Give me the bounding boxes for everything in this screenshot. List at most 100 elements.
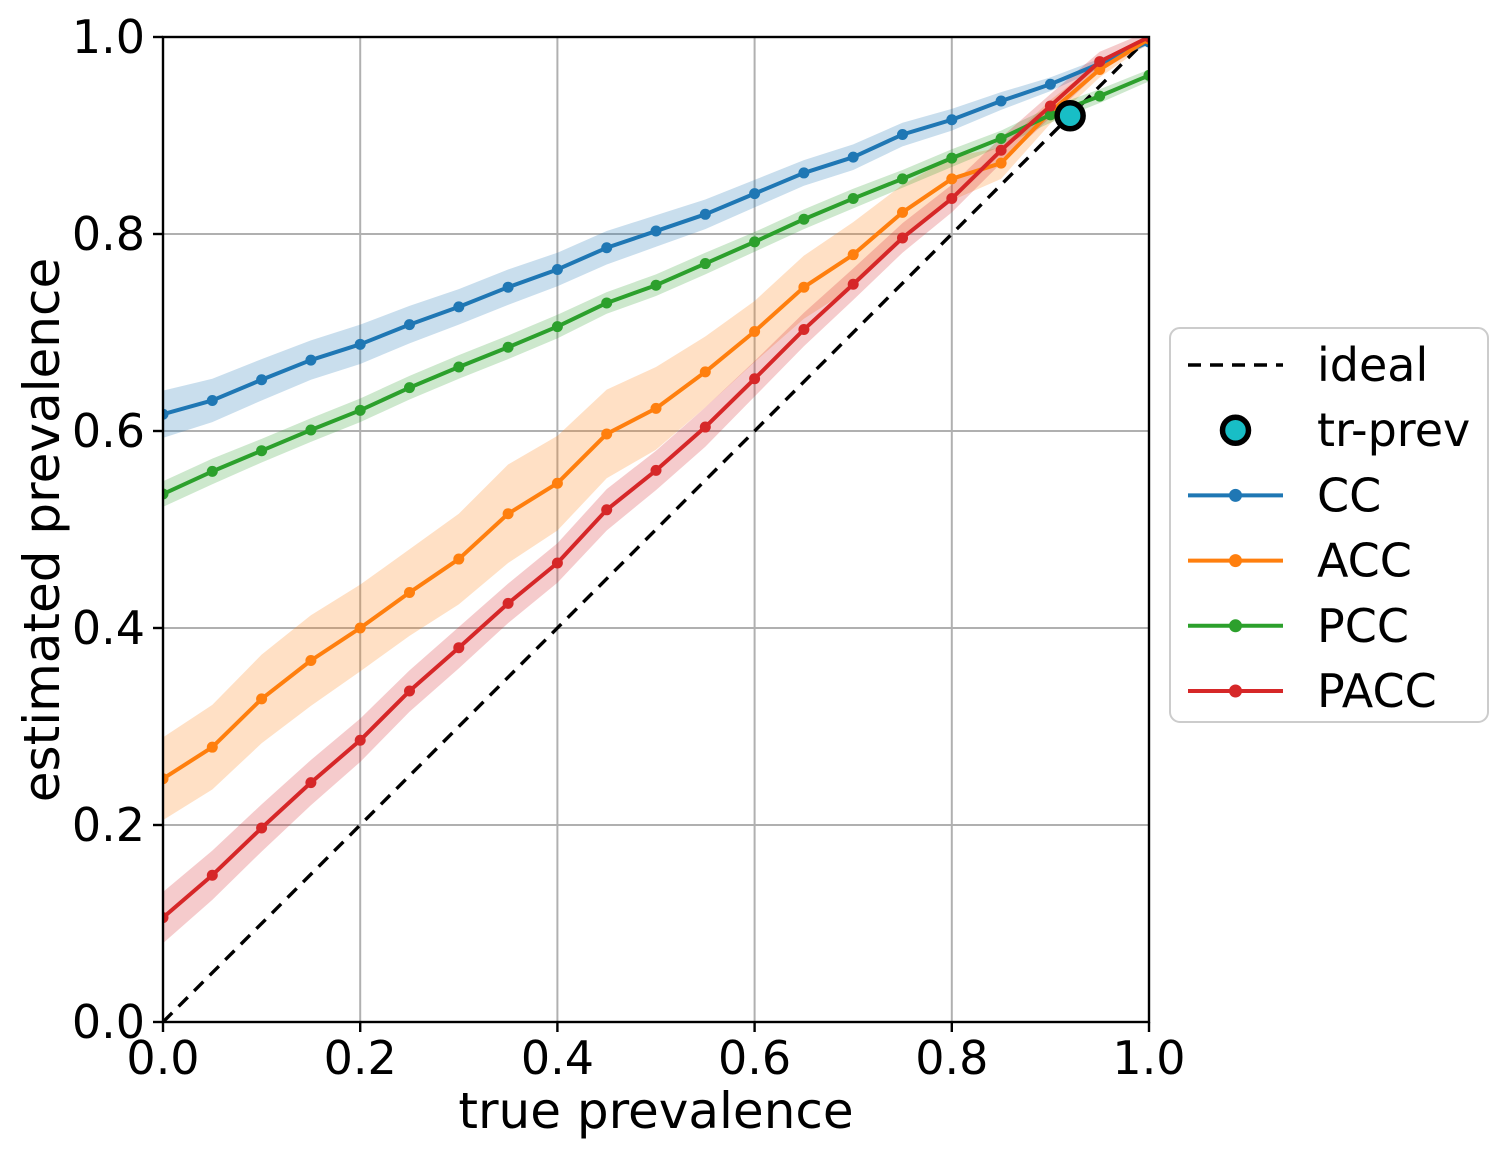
cc-marker	[354, 338, 366, 350]
pacc-marker	[1044, 100, 1056, 112]
cc-marker	[946, 114, 958, 126]
pacc-marker	[601, 504, 613, 516]
cc-marker	[305, 354, 317, 366]
legend-label: PACC	[1317, 664, 1437, 718]
legend-line-marker	[1229, 619, 1242, 633]
pcc-marker	[601, 297, 613, 309]
pcc-marker	[699, 258, 711, 270]
cc-marker	[256, 374, 268, 386]
acc-marker	[847, 249, 859, 261]
acc-marker	[453, 553, 465, 565]
acc-marker	[650, 402, 662, 414]
pacc-marker	[502, 597, 514, 609]
x-tick-label: 0.8	[915, 1031, 988, 1085]
x-tick-label: 1.0	[1112, 1031, 1185, 1085]
pcc-marker	[163, 488, 169, 500]
pacc-marker	[206, 869, 218, 881]
legend-item-tr-prev: tr-prev	[1219, 403, 1470, 457]
ticks	[153, 35, 1151, 1032]
acc-marker	[256, 693, 268, 705]
acc-marker	[995, 157, 1007, 169]
cc-marker	[650, 225, 662, 237]
pcc-marker	[502, 341, 514, 353]
cc-marker	[163, 408, 169, 420]
cc-marker	[995, 95, 1007, 107]
cc-marker	[404, 319, 415, 331]
pacc-marker	[1143, 37, 1149, 43]
legend-label: ACC	[1317, 534, 1412, 588]
acc-marker	[551, 477, 563, 489]
tick-labels: 0.0 0.2 0.4 0.6 0.8 1.0 0.0 0.2 0.4 0.6 0.8 1.0	[72, 10, 1186, 1085]
legend-line-marker	[1229, 684, 1242, 698]
y-tick-label: 0.0	[72, 995, 145, 1049]
acc-marker	[601, 428, 613, 440]
cc-marker	[1044, 78, 1056, 90]
cc-marker	[206, 394, 218, 406]
legend-line-marker	[1229, 488, 1242, 502]
pacc-marker	[749, 373, 761, 385]
x-tick-label: 0.0	[126, 1031, 199, 1085]
cc-marker	[502, 281, 514, 293]
pacc-marker	[404, 685, 415, 697]
pacc-marker	[453, 642, 465, 654]
acc-marker	[699, 366, 711, 378]
pacc-confidence-band	[163, 37, 1149, 944]
pacc-marker	[650, 464, 662, 476]
pacc-marker	[847, 278, 859, 290]
pacc-marker	[305, 777, 317, 789]
pcc-marker	[749, 236, 761, 248]
x-tick-label: 0.2	[324, 1031, 397, 1085]
pcc-series	[163, 69, 1149, 500]
acc-marker	[354, 622, 366, 634]
legend-item-ideal: ideal	[1188, 338, 1428, 392]
pcc-marker	[798, 213, 810, 225]
pcc-marker	[256, 445, 268, 457]
pcc-marker	[650, 279, 662, 291]
acc-marker	[305, 655, 317, 667]
pacc-marker	[699, 421, 711, 433]
acc-marker	[798, 281, 810, 293]
cc-marker	[601, 242, 613, 254]
pcc-marker	[206, 465, 218, 477]
cc-marker	[749, 188, 761, 200]
y-tick-label: 0.4	[72, 601, 145, 655]
legend-label: tr-prev	[1317, 403, 1470, 457]
pacc-marker	[995, 144, 1007, 156]
pcc-marker	[1094, 90, 1106, 102]
cc-marker	[897, 129, 908, 141]
legend-label: PCC	[1317, 599, 1409, 653]
legend-item-acc: ACC	[1188, 534, 1412, 588]
cc-marker	[699, 208, 711, 220]
acc-marker	[897, 206, 908, 218]
pacc-marker	[798, 324, 810, 336]
pacc-marker	[897, 232, 908, 244]
legend-item-pcc: PCC	[1188, 599, 1409, 653]
pcc-marker	[305, 424, 317, 436]
y-tick-label: 0.8	[72, 207, 145, 261]
pcc-marker	[1044, 109, 1056, 121]
y-tick-label: 1.0	[72, 10, 145, 64]
pcc-marker	[551, 321, 563, 333]
pacc-marker	[163, 912, 169, 924]
legend-label: CC	[1317, 468, 1381, 522]
acc-marker	[404, 587, 415, 599]
cc-marker	[798, 167, 810, 179]
legend-item-cc: CC	[1188, 468, 1381, 522]
pacc-marker	[354, 734, 366, 746]
legend: ideal tr-prev CC ACC PCC PACC	[1169, 327, 1489, 723]
legend-label: ideal	[1317, 338, 1428, 392]
pacc-series	[163, 37, 1149, 924]
pcc-marker	[354, 404, 366, 416]
cc-marker	[847, 151, 859, 163]
x-tick-label: 0.4	[521, 1031, 594, 1085]
pcc-marker	[946, 152, 958, 164]
plot-area	[163, 37, 1149, 1022]
pacc-marker	[256, 822, 268, 834]
cc-marker	[551, 263, 563, 275]
pcc-marker	[404, 382, 415, 394]
acc-marker	[749, 326, 761, 338]
legend-line-marker	[1229, 554, 1242, 568]
y-tick-label: 0.6	[72, 404, 145, 458]
